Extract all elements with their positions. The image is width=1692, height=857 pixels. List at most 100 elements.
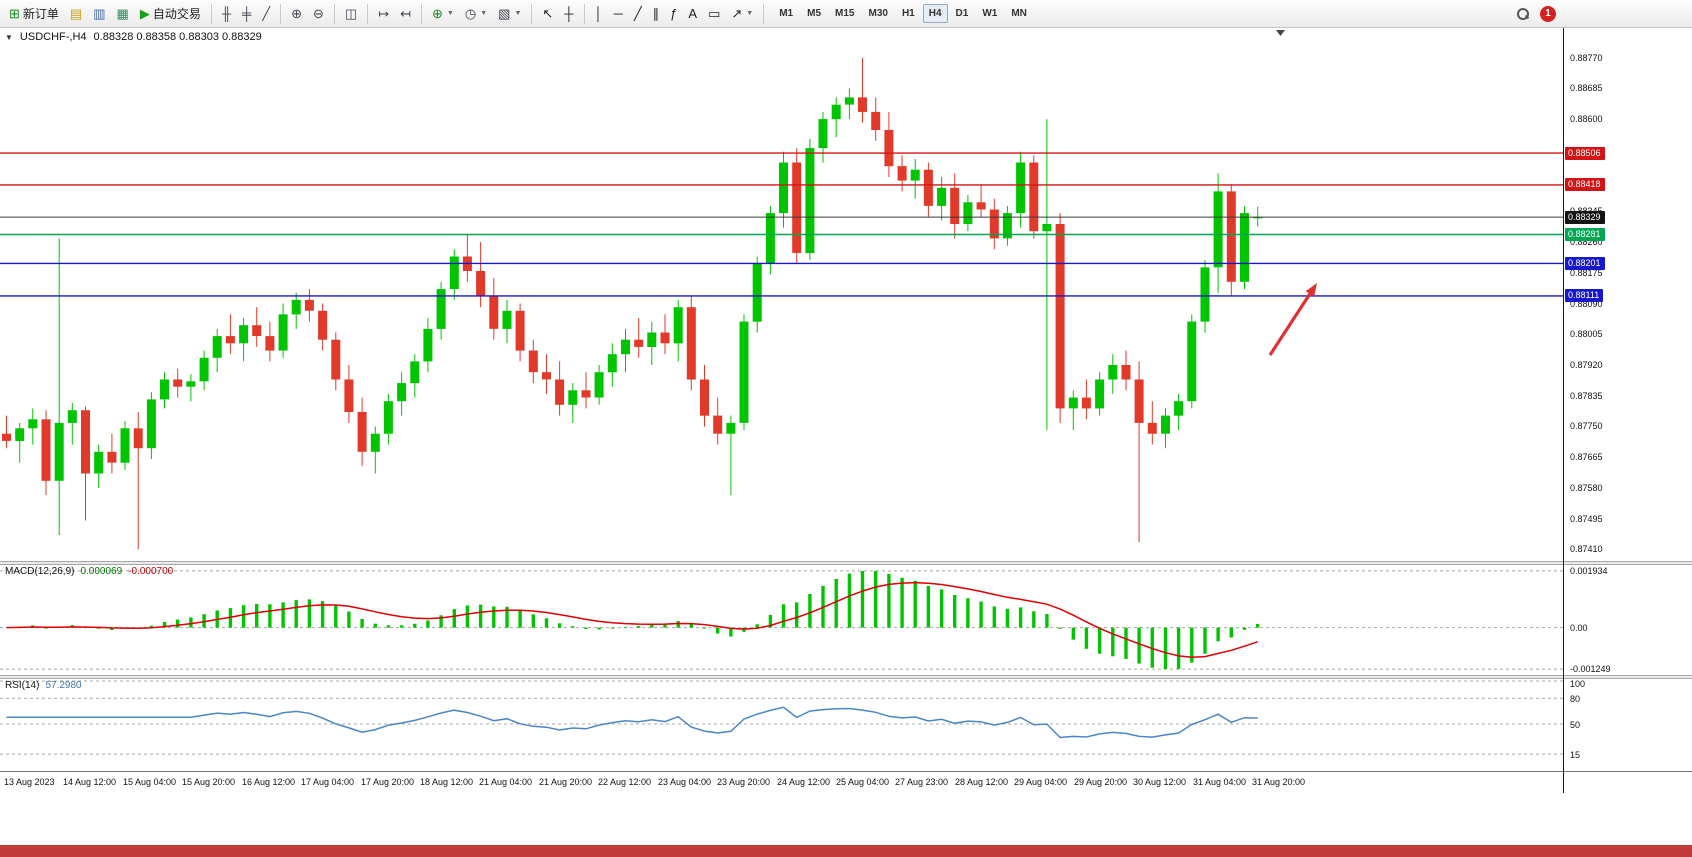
time-axis-label: 27 Aug 23:00 — [895, 777, 949, 787]
macd-panel[interactable]: MACD(12,26,9) 0.000069 -0.000700 — [0, 565, 1563, 675]
panel-splitter[interactable] — [0, 561, 1563, 565]
time-axis-label: 16 Aug 12:00 — [242, 777, 296, 787]
price-axis[interactable]: 0.887700.886850.886000.883450.882600.881… — [1564, 28, 1692, 561]
tile-windows-button[interactable]: ◫ — [340, 3, 362, 25]
timeframe-group: M1 M5 M15 M30 H1 H4 D1 W1 MN — [773, 4, 1033, 23]
rsi-axis-label: 100 — [1570, 679, 1586, 689]
channel-button[interactable]: ∥ — [648, 3, 665, 25]
chart-shift-icon: ↤ — [400, 6, 412, 21]
notification-badge[interactable]: 1 — [1540, 5, 1556, 22]
rsi-axis[interactable]: 100 80 50 15 — [1564, 679, 1692, 771]
toolbar-button-groups: ⊞ 新订单 ▤ ▥ ▦ ▶ 自动交易 ╫ ╪ ╱ ⊕ ⊖ ◫ ↦ ↤ ⊕ ▼ ◷ ▼ ▧ ▼ ↖ ┼ │ ─ ╱ ∥ ƒ A ▭ ↗ ▼ — [4, 3, 758, 25]
timeframe-d1-button[interactable]: D1 — [955, 8, 969, 19]
price-axis-label: 0.87750 — [1570, 421, 1603, 431]
macd-label: MACD(12,26,9) — [5, 566, 75, 577]
trendline-icon: ╱ — [633, 6, 642, 21]
arrow-objects-icon: ↗ — [731, 6, 743, 21]
chart-shift-button[interactable]: ↤ — [395, 3, 416, 25]
equidistant-channel-icon: ∥ — [652, 6, 660, 21]
timeframe-h1-button[interactable]: H1 — [901, 8, 915, 19]
auto-scroll-button[interactable]: ↦ — [373, 3, 394, 25]
price-axis-label: 0.87835 — [1570, 391, 1603, 401]
charts-icon: ▤ — [69, 6, 83, 21]
price-axis-label: 0.88770 — [1570, 53, 1603, 63]
macd-signal-line — [6, 581, 1258, 659]
periods-button[interactable]: ◷ ▼ — [460, 3, 492, 25]
zoom-in-button[interactable]: ⊕ — [286, 3, 307, 25]
zoom-in-icon: ⊕ — [291, 6, 302, 21]
toolbar-separator — [210, 3, 212, 24]
panel-splitter[interactable] — [0, 675, 1563, 679]
time-axis-label: 28 Aug 12:00 — [955, 777, 1009, 787]
search-icon — [1516, 8, 1529, 20]
auto-trading-button[interactable]: ▶ 自动交易 — [139, 6, 201, 21]
horizontal-line-icon: ─ — [613, 6, 623, 21]
macd-axis[interactable]: 0.001934 0.00 -0.001249 — [1564, 565, 1692, 675]
terminal-button[interactable]: ▦ — [112, 3, 134, 25]
search-button[interactable] — [1511, 3, 1533, 25]
price-level-label: 0.88418 — [1565, 178, 1605, 191]
indicators-icon: ⊕ — [432, 6, 443, 21]
cursor-button[interactable]: ↖ — [537, 3, 558, 25]
toolbar-separator — [583, 3, 585, 24]
time-axis-label: 31 Aug 20:00 — [1252, 777, 1306, 787]
timeframe-m15-button[interactable]: M15 — [835, 8, 855, 19]
timeframe-mn-button[interactable]: MN — [1011, 8, 1027, 19]
rsi-panel[interactable]: RSI(14) 57.2980 — [0, 679, 1563, 771]
plots-column: ▼ USDCHF-,H4 0.88328 0.88358 0.88303 0.8… — [0, 28, 1563, 793]
candles — [2, 57, 1263, 550]
tile-windows-icon: ◫ — [344, 6, 358, 21]
arrows-button[interactable]: ↗ ▼ — [726, 3, 758, 25]
line-chart-button[interactable]: ╱ — [257, 3, 275, 25]
price-axis-label: 0.88005 — [1570, 329, 1603, 339]
time-axis-label: 24 Aug 12:00 — [777, 777, 831, 787]
text-label-button[interactable]: ▭ — [703, 3, 725, 25]
bar-chart-button[interactable]: ╫ — [217, 3, 236, 25]
trendline-button[interactable]: ╱ — [629, 3, 647, 25]
indicators-button[interactable]: ⊕ ▼ — [427, 3, 459, 25]
timeframe-w1-button[interactable]: W1 — [982, 8, 998, 19]
timeframe-h4-button[interactable]: H4 — [922, 4, 948, 23]
timeframe-m30-button[interactable]: M30 — [868, 8, 888, 19]
time-axis[interactable]: 13 Aug 2023 14 Aug 12:00 15 Aug 04:00 15 Au… — [0, 771, 1563, 793]
timeframe-m1-button[interactable]: M1 — [779, 8, 794, 19]
annotation-arrow[interactable] — [1268, 283, 1317, 356]
vertical-line-button[interactable]: │ — [590, 3, 608, 25]
charts-button[interactable]: ▤ — [65, 3, 87, 25]
macd-title: MACD(12,26,9) 0.000069 -0.000700 — [5, 566, 173, 577]
dropdown-arrow-icon: ▼ — [446, 10, 454, 17]
time-axis-label: 17 Aug 20:00 — [361, 777, 415, 787]
time-axis-label: 29 Aug 20:00 — [1074, 777, 1128, 787]
new-order-button[interactable]: ⊞ 新订单 — [9, 6, 59, 21]
horizontal-line-button[interactable]: ─ — [609, 3, 628, 25]
chart-menu-icon[interactable]: ▼ — [5, 32, 13, 42]
profiles-button[interactable]: ▥ — [88, 3, 110, 25]
crosshair-button[interactable]: ┼ — [559, 3, 578, 25]
time-axis-label: 29 Aug 04:00 — [1014, 777, 1068, 787]
toolbar-separator — [531, 3, 533, 24]
templates-button[interactable]: ▧ ▼ — [493, 3, 526, 25]
chart-workspace: ▼ USDCHF-,H4 0.88328 0.88358 0.88303 0.8… — [0, 28, 1692, 793]
candlestick-chart-button[interactable]: ╪ — [237, 3, 256, 25]
panel-splitter — [1564, 561, 1692, 565]
rsi-canvas[interactable] — [0, 679, 1563, 771]
text-button[interactable]: A — [683, 3, 702, 25]
price-chart-panel[interactable]: ▼ USDCHF-,H4 0.88328 0.88358 0.88303 0.8… — [0, 28, 1563, 561]
panel-splitter — [1564, 675, 1692, 679]
time-axis-label: 23 Aug 20:00 — [717, 777, 771, 787]
rsi-axis-label: 15 — [1570, 750, 1581, 760]
time-axis-label: 31 Aug 04:00 — [1193, 777, 1247, 787]
macd-canvas[interactable] — [0, 565, 1563, 675]
axis-corner — [1564, 771, 1692, 793]
fibonacci-button[interactable]: ƒ — [665, 3, 682, 25]
zoom-out-button[interactable]: ⊖ — [308, 3, 329, 25]
price-axis-label: 0.87495 — [1570, 514, 1603, 524]
crosshair-icon: ┼ — [564, 6, 574, 21]
chart-shift-marker — [1276, 30, 1285, 36]
toolbar: ⊞ 新订单 ▤ ▥ ▦ ▶ 自动交易 ╫ ╪ ╱ ⊕ ⊖ ◫ ↦ ↤ ⊕ ▼ ◷ ▼ ▧ ▼ ↖ ┼ │ ─ ╱ ∥ ƒ A ▭ ↗ ▼ M1… — [0, 0, 1692, 28]
rsi-axis-label: 50 — [1570, 720, 1581, 730]
price-chart-canvas[interactable] — [0, 28, 1563, 561]
dropdown-arrow-icon: ▼ — [514, 10, 522, 17]
timeframe-m5-button[interactable]: M5 — [807, 8, 822, 19]
